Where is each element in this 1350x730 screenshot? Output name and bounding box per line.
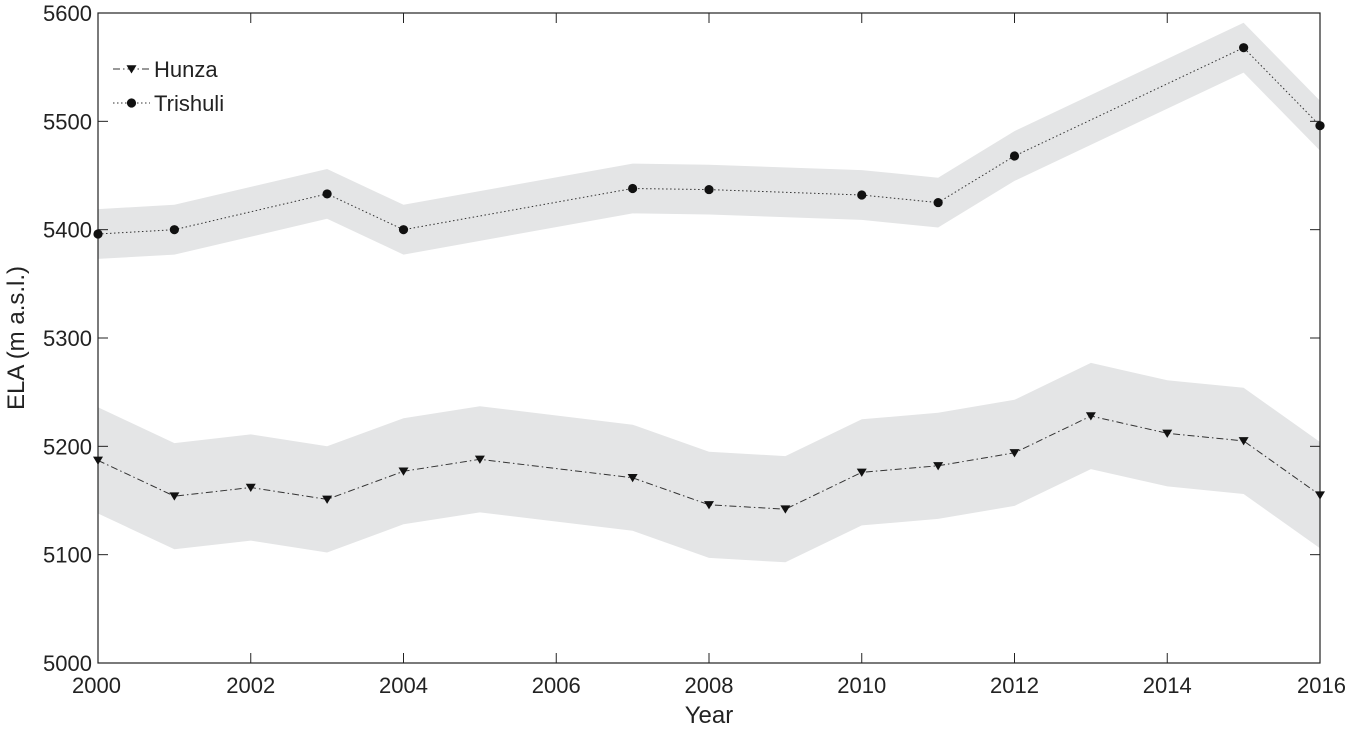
x-tick-label: 2000 <box>72 673 121 698</box>
x-axis-title: Year <box>685 702 734 729</box>
x-tick-label: 2008 <box>685 673 734 698</box>
data-point-hunza <box>398 467 409 476</box>
x-tick-label: 2014 <box>1143 673 1192 698</box>
y-tick-label: 5600 <box>43 1 92 26</box>
data-point-trishuli <box>322 189 332 199</box>
data-point-hunza <box>627 474 638 483</box>
data-point-hunza <box>780 505 791 514</box>
legend-label-hunza: Hunza <box>154 57 218 82</box>
y-tick-label: 5200 <box>43 434 92 459</box>
data-point-trishuli <box>628 183 638 194</box>
data-point-trishuli <box>1315 121 1325 131</box>
x-tick-label: 2010 <box>837 673 886 698</box>
data-point-hunza <box>1085 412 1096 421</box>
y-tick-label: 5300 <box>43 326 92 351</box>
data-point-hunza <box>1238 437 1249 446</box>
data-point-trishuli <box>857 190 867 200</box>
data-point-trishuli <box>169 225 179 235</box>
y-tick-label: 5400 <box>43 218 92 243</box>
data-point-hunza <box>93 456 103 465</box>
x-tick-label: 2004 <box>379 673 428 698</box>
legend-marker-hunza <box>126 65 137 74</box>
data-point-trishuli <box>933 197 943 208</box>
y-tick-label: 5500 <box>43 109 92 134</box>
data-markers <box>93 43 1325 514</box>
series-line-trishuli <box>97 47 1321 235</box>
data-point-trishuli <box>398 225 409 235</box>
uncertainty-band-trishuli <box>98 22 1320 259</box>
axis-ticks <box>97 12 1321 664</box>
data-point-trishuli <box>704 184 714 195</box>
x-tick-label: 2002 <box>226 673 275 698</box>
data-point-hunza <box>245 483 256 492</box>
x-tick-label: 2006 <box>532 673 581 698</box>
data-point-hunza <box>169 492 180 501</box>
uncertainty-bands <box>98 22 1320 563</box>
y-tick-label: 5000 <box>43 651 92 676</box>
data-point-hunza <box>474 455 485 464</box>
data-point-hunza <box>1009 449 1020 458</box>
data-point-hunza <box>1315 491 1325 500</box>
legend: Hunza Trishuli <box>113 57 224 116</box>
data-point-hunza <box>856 468 867 477</box>
legend-marker-trishuli <box>126 98 137 108</box>
uncertainty-band-hunza <box>98 362 1320 563</box>
data-point-trishuli <box>1239 43 1249 53</box>
data-point-hunza <box>933 462 944 471</box>
y-axis-title: ELA (m a.s.l.) <box>3 266 30 410</box>
data-point-trishuli <box>1009 151 1020 161</box>
legend-label-trishuli: Trishuli <box>154 91 224 116</box>
y-tick-label: 5100 <box>43 543 92 568</box>
series-lines <box>97 47 1321 510</box>
x-tick-label: 2016 <box>1297 673 1346 698</box>
data-point-trishuli <box>93 229 103 239</box>
data-point-hunza <box>1162 429 1173 438</box>
data-point-hunza <box>322 495 333 504</box>
x-tick-label: 2012 <box>990 673 1039 698</box>
tick-labels: 2000 2002 2004 2006 2008 2010 2012 2014 2016 5000… <box>43 1 1346 698</box>
data-point-hunza <box>704 501 714 510</box>
series-line-hunza <box>97 415 1321 510</box>
